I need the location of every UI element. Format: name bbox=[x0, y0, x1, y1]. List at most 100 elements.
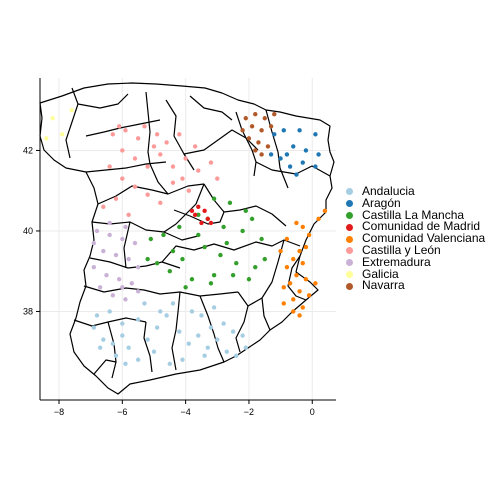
series-galicia bbox=[44, 108, 74, 141]
data-point bbox=[196, 168, 201, 173]
data-point bbox=[272, 112, 277, 117]
boundary-line bbox=[235, 111, 257, 177]
data-point bbox=[218, 252, 223, 258]
data-point bbox=[44, 136, 49, 141]
data-point bbox=[284, 264, 290, 270]
data-point bbox=[284, 236, 290, 242]
data-point bbox=[177, 224, 182, 230]
legend-item: Castilla La Mancha bbox=[346, 207, 485, 222]
data-point bbox=[132, 184, 138, 189]
boundary-line bbox=[77, 93, 129, 109]
data-point bbox=[199, 313, 204, 318]
data-point bbox=[69, 108, 74, 113]
data-point bbox=[192, 212, 198, 218]
boundary-line bbox=[171, 291, 181, 371]
data-point bbox=[94, 313, 100, 318]
coastline bbox=[39, 82, 335, 395]
legend-label: Andalucia bbox=[362, 184, 415, 198]
data-point bbox=[135, 317, 141, 322]
boundary-line bbox=[199, 295, 225, 363]
data-point bbox=[240, 228, 245, 234]
data-point bbox=[120, 285, 125, 290]
data-point bbox=[316, 216, 321, 222]
data-point bbox=[221, 224, 226, 230]
legend-label: Castilla y León bbox=[362, 242, 441, 257]
data-point bbox=[123, 361, 128, 366]
boundary-line bbox=[83, 285, 239, 297]
data-point bbox=[281, 128, 286, 133]
legend-swatch bbox=[346, 235, 353, 243]
data-point bbox=[205, 216, 210, 222]
data-point bbox=[272, 132, 277, 137]
data-point bbox=[303, 277, 309, 282]
data-point bbox=[170, 180, 176, 185]
legend-label: Galicia bbox=[362, 266, 399, 281]
data-point bbox=[313, 132, 318, 137]
data-point bbox=[249, 216, 255, 222]
data-point bbox=[135, 136, 141, 141]
data-point bbox=[306, 232, 312, 238]
data-point bbox=[148, 236, 154, 242]
data-point bbox=[297, 289, 302, 294]
data-points bbox=[44, 108, 328, 366]
data-point bbox=[145, 337, 150, 342]
data-point bbox=[107, 309, 112, 314]
x-tick-label: −6 bbox=[117, 407, 127, 417]
data-point bbox=[300, 224, 305, 230]
data-point bbox=[110, 293, 116, 298]
data-point bbox=[230, 273, 236, 278]
legend-label: Castilla La Mancha bbox=[362, 207, 465, 222]
y-tick-label: 38 bbox=[23, 306, 33, 316]
data-point bbox=[164, 313, 169, 318]
data-point bbox=[151, 144, 157, 149]
data-point bbox=[246, 277, 252, 282]
legend-item: Galicia bbox=[346, 266, 485, 281]
data-point bbox=[303, 244, 309, 250]
data-point bbox=[113, 196, 119, 201]
data-point bbox=[224, 349, 229, 354]
data-point bbox=[208, 160, 214, 165]
data-point bbox=[186, 341, 191, 346]
data-point bbox=[123, 224, 128, 230]
data-point bbox=[154, 325, 160, 330]
data-point bbox=[59, 132, 65, 137]
data-point bbox=[291, 309, 296, 314]
axes: −8 −6 −4 −2 0 38 40 42 bbox=[23, 78, 336, 417]
data-point bbox=[256, 140, 261, 145]
boundary-line bbox=[261, 239, 285, 331]
data-point bbox=[183, 156, 188, 161]
data-point bbox=[291, 144, 296, 149]
legend: Andalucia Aragón Castilla La Mancha Comunid… bbox=[346, 184, 485, 292]
data-point bbox=[170, 248, 176, 254]
data-point bbox=[101, 248, 106, 254]
legend-item: Navarra bbox=[346, 279, 485, 292]
y-tick-label: 40 bbox=[23, 226, 33, 236]
data-point bbox=[278, 156, 283, 161]
data-point bbox=[123, 297, 128, 302]
data-point bbox=[154, 132, 160, 137]
data-point bbox=[230, 329, 236, 334]
data-point bbox=[262, 116, 267, 121]
data-point bbox=[215, 337, 220, 342]
boundary-line bbox=[107, 321, 117, 379]
legend-swatch bbox=[346, 282, 353, 290]
data-point bbox=[202, 353, 207, 358]
data-point bbox=[161, 232, 166, 238]
data-point bbox=[107, 164, 112, 169]
data-point bbox=[129, 281, 135, 286]
data-point bbox=[243, 116, 248, 121]
data-point bbox=[208, 325, 214, 330]
data-point bbox=[291, 256, 296, 262]
data-point bbox=[120, 333, 125, 338]
data-point bbox=[313, 281, 318, 286]
legend-swatch bbox=[346, 223, 353, 231]
data-point bbox=[196, 333, 201, 338]
data-point bbox=[300, 260, 305, 266]
series-castilla-y-le-n bbox=[101, 124, 220, 218]
data-point bbox=[189, 208, 195, 214]
data-point bbox=[170, 164, 176, 169]
data-point bbox=[135, 289, 141, 294]
data-point bbox=[158, 200, 163, 205]
